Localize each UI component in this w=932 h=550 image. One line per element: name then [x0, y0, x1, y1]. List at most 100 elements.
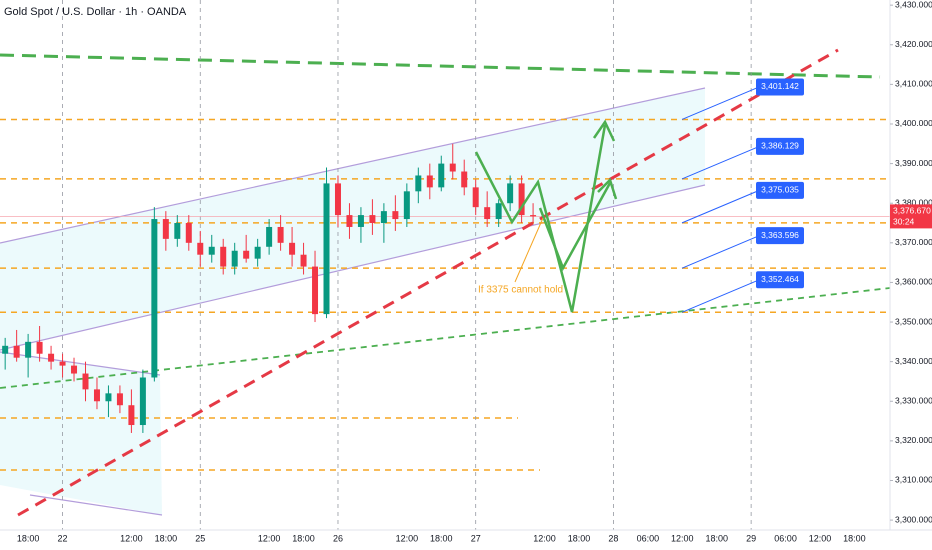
- candle-body: [116, 393, 123, 406]
- candle-body: [312, 266, 319, 315]
- level-connector: [681, 235, 759, 269]
- x-tick-label: 27: [471, 533, 481, 543]
- level-connector: [681, 279, 759, 313]
- x-tick-label: 26: [333, 533, 343, 543]
- candle-body: [357, 215, 364, 227]
- x-tick-label: 18:00: [292, 533, 315, 543]
- candle-body: [530, 215, 537, 217]
- candle-body: [25, 341, 32, 358]
- countdown: 30:24: [893, 217, 915, 227]
- trend-line: [0, 53, 881, 79]
- annotation-pointer: [514, 217, 544, 283]
- x-tick-label: 06:00: [637, 533, 660, 543]
- candle-body: [243, 250, 250, 259]
- y-tick-label: 3,350.000: [895, 316, 932, 326]
- level-label: 3,352.464: [761, 274, 799, 284]
- y-tick-label: 3,300.000: [895, 514, 932, 524]
- y-tick-label: 3,340.000: [895, 356, 932, 366]
- candle-body: [495, 203, 502, 220]
- candle-body: [438, 163, 445, 188]
- drawings: [0, 53, 891, 516]
- level-connector: [681, 86, 759, 120]
- level-label: 3,401.142: [761, 81, 799, 91]
- candle-body: [36, 341, 43, 354]
- candle-body: [139, 377, 146, 426]
- candle-body: [346, 215, 353, 227]
- x-tick-label: 12:00: [809, 533, 832, 543]
- x-tick-label: 12:00: [120, 533, 143, 543]
- x-tick-label: 18:00: [705, 533, 728, 543]
- last-price-box: [890, 204, 932, 229]
- x-tick-label: 12:00: [396, 533, 419, 543]
- arrow-head: [597, 177, 618, 200]
- trend-line: [17, 48, 839, 517]
- chart-title: Gold Spot / U.S. Dollar · 1h · OANDA: [4, 6, 187, 18]
- candle-body: [380, 211, 387, 224]
- level-label-box: [756, 78, 804, 96]
- candle-body: [59, 361, 66, 366]
- candle-body: [254, 246, 261, 259]
- candle-body: [93, 389, 100, 402]
- x-tick-label: 12:00: [258, 533, 281, 543]
- candle-body: [231, 250, 238, 267]
- level-label-box: [756, 227, 804, 245]
- candle-body: [392, 211, 399, 220]
- y-tick-label: 3,380.000: [895, 197, 932, 207]
- candle-body: [128, 405, 135, 426]
- y-tick-label: 3,330.000: [895, 396, 932, 406]
- x-tick-label: 25: [195, 533, 205, 543]
- candle-body: [403, 191, 410, 220]
- candle-body: [449, 163, 456, 172]
- channel-fill: [0, 88, 705, 350]
- x-tick-label: 12:00: [533, 533, 556, 543]
- level-connector: [681, 190, 759, 224]
- candle-body: [334, 183, 341, 216]
- candle-body: [277, 226, 284, 243]
- levels: [0, 118, 890, 314]
- candle-body: [48, 353, 55, 362]
- projection-arrow: [474, 124, 607, 313]
- candle-body: [82, 373, 89, 390]
- level-label: 3,375.035: [761, 185, 799, 195]
- channel-upper: [0, 87, 706, 244]
- y-tick-label: 3,360.000: [895, 277, 932, 287]
- candle-body: [151, 219, 158, 378]
- y-tick-label: 3,420.000: [895, 39, 932, 49]
- candle-body: [2, 345, 9, 354]
- candle-body: [323, 183, 330, 315]
- projection-arrow: [538, 182, 612, 271]
- candle-body: [426, 175, 433, 188]
- candle-body: [220, 246, 227, 267]
- y-tick-label: 3,320.000: [895, 435, 932, 445]
- last-price-label: 3,376.670: [893, 206, 931, 216]
- y-tick-label: 3,400.000: [895, 118, 932, 128]
- candle-body: [105, 393, 112, 402]
- level-label-box: [756, 181, 804, 199]
- x-tick-label: 29: [746, 533, 756, 543]
- candle-body: [208, 246, 215, 255]
- x-tick-label: 12:00: [671, 533, 694, 543]
- candle-body: [162, 219, 169, 239]
- y-tick-label: 3,410.000: [895, 79, 932, 89]
- x-tick-label: 06:00: [774, 533, 797, 543]
- candles: [2, 143, 537, 433]
- annotation: If 3375 cannot hold: [478, 285, 563, 296]
- level-label-box: [756, 137, 804, 155]
- candle-body: [484, 207, 491, 220]
- channel-lower: [29, 494, 163, 516]
- candle-body: [174, 223, 181, 239]
- y-tick-label: 3,390.000: [895, 158, 932, 168]
- x-tick-label: 18:00: [17, 533, 40, 543]
- x-tick-label: 28: [608, 533, 618, 543]
- y-tick-label: 3,310.000: [895, 475, 932, 485]
- candle-body: [71, 365, 78, 374]
- y-tick-label: 3,370.000: [895, 237, 932, 247]
- level-connector: [681, 146, 759, 180]
- x-tick-label: 18:00: [843, 533, 866, 543]
- candle-body: [289, 242, 296, 255]
- x-tick-label: 18:00: [155, 533, 178, 543]
- y-tick-label: 3,430.000: [895, 0, 932, 9]
